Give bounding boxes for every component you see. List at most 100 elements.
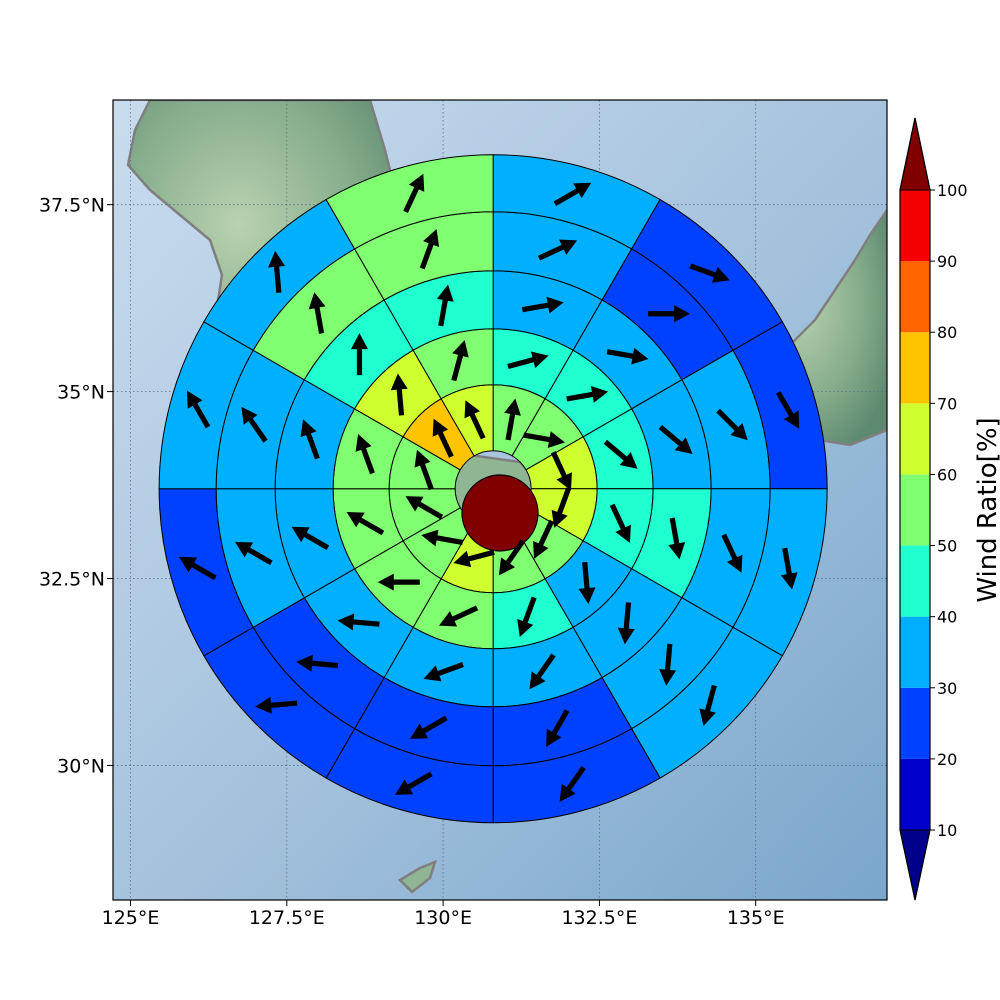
wind-arrow bbox=[699, 684, 717, 727]
colorbar-tick-label: 80 bbox=[937, 323, 957, 342]
wind-arrow bbox=[291, 526, 330, 550]
wind-arrow bbox=[559, 766, 586, 802]
wind-arrow bbox=[235, 541, 273, 566]
wind-arrow bbox=[780, 547, 798, 590]
wind-arrow bbox=[546, 709, 570, 747]
wind-arrow bbox=[337, 613, 380, 631]
wind-arrow bbox=[419, 229, 440, 270]
wind-arrow bbox=[395, 771, 433, 795]
wind-arrow bbox=[439, 605, 479, 627]
x-tick-label: 125°E bbox=[102, 907, 160, 929]
x-tick-label: 130°E bbox=[414, 907, 472, 929]
wind-arrow bbox=[578, 561, 596, 605]
y-tick-label: 32.5°N bbox=[39, 569, 105, 591]
wind-arrow bbox=[609, 503, 631, 543]
wind-arrow bbox=[390, 373, 408, 416]
wind-arrow bbox=[529, 653, 556, 690]
colorbar-tick-label: 40 bbox=[937, 608, 957, 627]
colorbar-tick-label: 100 bbox=[937, 181, 968, 200]
colorbar-tick-label: 60 bbox=[937, 465, 957, 484]
wind-arrow bbox=[410, 715, 448, 739]
wind-arrow bbox=[436, 284, 454, 327]
latitude-ticks: 37.5°N 35°N 32.5°N 30°N bbox=[39, 195, 113, 777]
x-tick-label: 135°E bbox=[727, 907, 785, 929]
wind-direction-arrows bbox=[178, 173, 800, 802]
wind-arrow bbox=[346, 511, 385, 536]
wind-arrow bbox=[566, 386, 609, 403]
map-frame bbox=[112, 99, 888, 901]
wind-arrow bbox=[414, 449, 434, 491]
wind-arrow bbox=[241, 406, 268, 443]
colorbar-tick-label: 50 bbox=[937, 537, 957, 556]
colorbar-segment bbox=[900, 474, 930, 546]
y-tick-label: 37.5°N bbox=[39, 195, 105, 217]
wind-arrow bbox=[606, 347, 649, 365]
wind-arrow bbox=[551, 487, 571, 528]
wind-arrow bbox=[716, 408, 748, 441]
colorbar-tick-label: 30 bbox=[937, 679, 957, 698]
wind-arrow bbox=[405, 496, 444, 520]
colorbar-segment bbox=[900, 190, 930, 262]
wind-arrow bbox=[689, 263, 730, 283]
colorbar-tick-label: 10 bbox=[937, 821, 957, 840]
colorbar: 10 20 30 40 50 60 70 80 90 100 Wind Ratio[%] bbox=[899, 117, 1000, 901]
wind-arrow bbox=[355, 433, 375, 475]
wind-arrow bbox=[617, 602, 635, 645]
wind-arrow bbox=[517, 596, 537, 637]
colorbar-segment bbox=[900, 616, 930, 688]
colorbar-under-arrow bbox=[899, 829, 931, 901]
wind-arrow bbox=[187, 390, 211, 429]
colorbar-segment bbox=[900, 545, 930, 617]
wind-arrow bbox=[537, 239, 578, 261]
colorbar-segment bbox=[900, 261, 930, 333]
y-tick-label: 35°N bbox=[57, 382, 105, 404]
wind-arrow bbox=[308, 292, 326, 334]
wind-arrow bbox=[521, 296, 564, 314]
wind-arrow bbox=[464, 400, 486, 440]
wind-arrow bbox=[648, 305, 691, 323]
wind-arrow bbox=[668, 517, 686, 560]
wind-arrow bbox=[523, 431, 565, 448]
center-value-disc bbox=[461, 474, 539, 552]
wind-arrow bbox=[268, 250, 286, 293]
wind-arrow bbox=[603, 439, 638, 469]
southern-island bbox=[397, 859, 437, 894]
colorbar-segment bbox=[900, 758, 930, 830]
wind-arrow bbox=[553, 182, 592, 206]
colorbar-segment bbox=[900, 403, 930, 475]
x-tick-label: 132.5°E bbox=[561, 907, 637, 929]
wind-arrow bbox=[498, 539, 526, 576]
colorbar-over-arrow bbox=[899, 117, 931, 191]
wind-arrow bbox=[296, 654, 339, 672]
wind-arrow bbox=[300, 419, 320, 460]
colorbar-tick-label: 70 bbox=[937, 394, 957, 413]
wind-arrow bbox=[550, 451, 572, 491]
colorbar-label: Wind Ratio[%] bbox=[973, 417, 1000, 602]
wind-arrow bbox=[421, 529, 464, 547]
colorbar-segment bbox=[900, 687, 930, 759]
wind-arrow bbox=[451, 340, 469, 382]
y-tick-label: 30°N bbox=[57, 755, 105, 777]
colorbar-tick-label: 90 bbox=[937, 252, 957, 271]
wind-arrow bbox=[504, 398, 521, 441]
wind-arrow bbox=[377, 573, 420, 591]
wind-arrow bbox=[775, 391, 800, 429]
wind-arrow bbox=[178, 556, 217, 581]
wind-arrow bbox=[658, 425, 693, 455]
wind-arrow bbox=[350, 333, 368, 376]
map-panel: 125°E 127.5°E 130°E 132.5°E 135°E 37.5°N 35°N… bbox=[39, 99, 888, 929]
wind-arrow bbox=[403, 173, 425, 213]
x-tick-label: 127.5°E bbox=[249, 907, 325, 929]
wind-arrow bbox=[255, 696, 298, 714]
wind-arrow bbox=[507, 351, 549, 369]
colorbar-tick-label: 20 bbox=[937, 750, 957, 769]
wind-arrow bbox=[453, 549, 495, 568]
colorbar-segment bbox=[900, 332, 930, 404]
wind-arrow bbox=[659, 643, 677, 686]
wind-arrow bbox=[533, 519, 555, 559]
wind-arrow bbox=[423, 662, 464, 682]
wind-arrow bbox=[432, 418, 454, 458]
wind-arrow bbox=[721, 533, 743, 573]
longitude-ticks: 125°E 127.5°E 130°E 132.5°E 135°E bbox=[102, 900, 785, 929]
